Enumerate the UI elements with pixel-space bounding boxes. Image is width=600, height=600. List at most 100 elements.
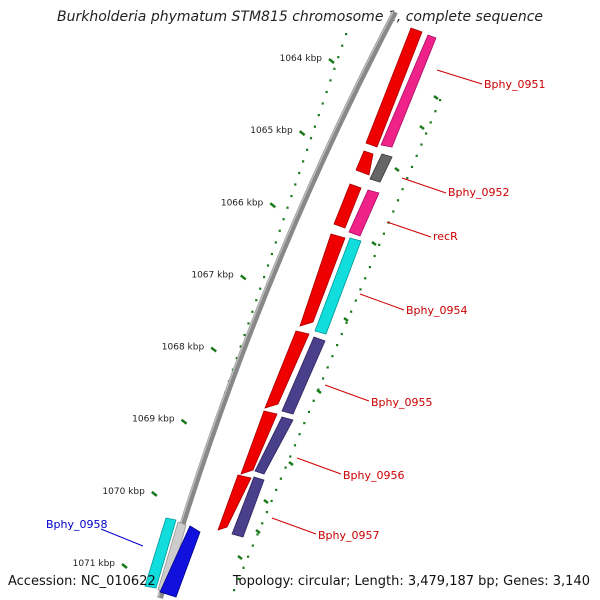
gene-gray-bphy-0952[interactable] bbox=[369, 153, 393, 183]
gene-cyan-bphy-0954[interactable] bbox=[314, 237, 362, 335]
guide-dot bbox=[340, 332, 343, 336]
guide-dot bbox=[303, 422, 306, 425]
guide-dot bbox=[420, 143, 423, 146]
guide-dot bbox=[354, 299, 357, 302]
gene-magenta-recr[interactable] bbox=[348, 189, 380, 237]
gene-bphy-0955[interactable] bbox=[264, 330, 310, 409]
guide-dot bbox=[261, 522, 264, 525]
guide-dot bbox=[326, 366, 329, 369]
guide-dot bbox=[425, 132, 428, 135]
guide-dot bbox=[293, 444, 297, 447]
callout-line-bphy-0951 bbox=[436, 69, 483, 85]
guide-dot bbox=[298, 433, 301, 436]
gene-purple-bphy-0957[interactable] bbox=[231, 476, 265, 538]
minor-tick bbox=[433, 95, 439, 100]
tick-label: 1071 kbp bbox=[73, 559, 116, 569]
gene-bphy-0956[interactable] bbox=[240, 410, 278, 475]
guide-dot bbox=[336, 344, 339, 347]
guide-dot bbox=[378, 243, 381, 246]
guide-dot bbox=[333, 67, 336, 70]
guide-dot bbox=[392, 210, 395, 213]
minor-tick bbox=[394, 167, 400, 172]
gene-label-bphy-0956[interactable]: Bphy_0956 bbox=[343, 469, 405, 482]
guide-dot bbox=[239, 345, 242, 348]
gene-callouts: Bphy_0951 Bphy_0952 recR Bphy_0954 Bphy_… bbox=[46, 69, 546, 547]
gene-label-bphy-0955[interactable]: Bphy_0955 bbox=[371, 396, 433, 409]
guide-dot bbox=[322, 377, 325, 380]
tick-mark bbox=[239, 274, 247, 281]
guide-dot bbox=[274, 241, 277, 244]
callout-line-bphy-0956 bbox=[296, 457, 342, 475]
minor-tick bbox=[288, 461, 294, 466]
tick-label: 1066 kbp bbox=[221, 198, 264, 208]
gene-bphy-0952[interactable] bbox=[355, 150, 374, 176]
gene-purple-bphy-0956[interactable] bbox=[254, 416, 294, 475]
gene-label-bphy-0958[interactable]: Bphy_0958 bbox=[46, 518, 108, 531]
gene-cyan-bphy-0958[interactable] bbox=[144, 517, 177, 589]
callout-line-bphy-0954 bbox=[359, 293, 405, 311]
gene-bphy-0954[interactable] bbox=[299, 233, 346, 327]
guide-dot bbox=[270, 252, 273, 256]
tick-mark bbox=[121, 563, 128, 569]
guide-dot bbox=[235, 357, 238, 360]
gene-label-bphy-0951[interactable]: Bphy_0951 bbox=[484, 78, 546, 91]
gene-purple-bphy-0955[interactable] bbox=[281, 336, 326, 415]
guide-dot bbox=[266, 264, 270, 267]
guide-dot bbox=[406, 177, 409, 180]
guide-dot bbox=[286, 206, 289, 209]
tick-label: 1069 kbp bbox=[132, 415, 175, 425]
tick-label: 1067 kbp bbox=[191, 270, 234, 280]
guide-dot bbox=[284, 466, 287, 469]
tick-mark bbox=[298, 130, 306, 137]
tick-mark bbox=[210, 346, 217, 353]
guide-dot bbox=[329, 79, 332, 82]
gene-blue-bottom[interactable] bbox=[159, 525, 201, 598]
guide-dot bbox=[290, 195, 293, 198]
tick-label: 1065 kbp bbox=[250, 126, 293, 136]
map-title: Burkholderia phymatum STM815 chromosome … bbox=[56, 9, 543, 25]
guide-dot bbox=[359, 288, 362, 291]
guide-dot bbox=[439, 99, 442, 102]
guide-dot bbox=[243, 333, 246, 337]
guide-dot bbox=[259, 287, 262, 290]
gene-bphy-0951[interactable] bbox=[365, 27, 423, 148]
scale-ticks: 1064 kbp 1065 kbp 1066 kbp 1067 kbp 1068 kbp… bbox=[73, 54, 439, 569]
guide-dot bbox=[317, 114, 320, 117]
gene-label-recr[interactable]: recR bbox=[433, 230, 458, 243]
forward-strand bbox=[217, 27, 423, 531]
guide-dot bbox=[382, 232, 385, 235]
tick-label: 1068 kbp bbox=[162, 343, 205, 353]
guide-dot bbox=[309, 137, 313, 140]
guide-dot bbox=[306, 148, 309, 151]
tick-mark bbox=[180, 418, 188, 425]
tick-label: 1064 kbp bbox=[280, 54, 323, 64]
guide-dot bbox=[263, 276, 266, 279]
guide-dot bbox=[429, 121, 432, 124]
guide-dot bbox=[282, 218, 285, 221]
minor-tick bbox=[371, 241, 377, 246]
tick-label: 1070 kbp bbox=[102, 487, 145, 497]
minor-tick bbox=[419, 125, 425, 130]
gene-magenta-1[interactable] bbox=[380, 34, 437, 148]
topology-text: Topology: circular; Length: 3,479,187 bp… bbox=[232, 574, 590, 589]
guide-dot bbox=[251, 544, 254, 547]
gene-label-bphy-0957[interactable]: Bphy_0957 bbox=[318, 529, 380, 542]
minor-tick bbox=[263, 499, 269, 504]
gene-label-bphy-0952[interactable]: Bphy_0952 bbox=[448, 186, 510, 199]
guide-dot bbox=[302, 160, 305, 163]
guide-dot bbox=[247, 322, 250, 325]
guide-dot bbox=[313, 125, 316, 128]
gene-label-bphy-0954[interactable]: Bphy_0954 bbox=[406, 304, 468, 317]
guide-dot bbox=[247, 555, 250, 558]
gene-recr[interactable] bbox=[333, 183, 362, 229]
tick-mark bbox=[269, 202, 277, 209]
guide-dot bbox=[373, 254, 376, 258]
backbone-line bbox=[157, 10, 398, 599]
callout-line-bphy-0955 bbox=[324, 384, 370, 402]
guide-dot bbox=[401, 188, 404, 191]
guide-dot bbox=[312, 399, 315, 402]
guide-dot bbox=[298, 171, 301, 175]
gene-bphy-0957[interactable] bbox=[217, 474, 252, 531]
callout-line-bphy-0952 bbox=[401, 177, 447, 194]
